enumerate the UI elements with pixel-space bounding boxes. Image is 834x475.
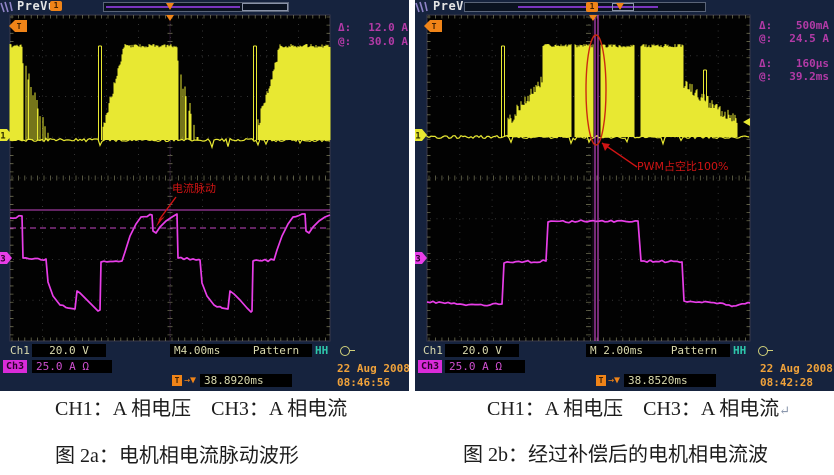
ch1-baseline xyxy=(9,137,331,150)
annotation-pwm-duty: PWM占空比100% xyxy=(637,160,729,173)
annotation-current-ripple: 电流脉动 xyxy=(172,182,216,195)
at-value: 24.5 A xyxy=(789,32,829,45)
cursor-readout-delta-time: Δ: 160µs xyxy=(759,57,829,70)
trigger-channel-chip: 1 xyxy=(50,1,62,11)
trigger-type: Pattern xyxy=(658,344,730,357)
svg-text:1: 1 xyxy=(0,132,5,142)
cursor-readout-delta-amp: Δ: 500mA xyxy=(759,19,829,32)
record-trigger-marker xyxy=(166,3,174,10)
acquisition-status: PreVu xyxy=(433,0,472,13)
date-stamp: 22 Aug 2008 xyxy=(337,362,410,375)
time-stamp: 08:42:28 xyxy=(760,376,813,389)
trigger-channel-chip: 1 xyxy=(586,2,598,12)
timebase: M4.00ms xyxy=(170,344,240,357)
scope-display-left: T 1 3 xyxy=(0,1,331,342)
ch1-scale: 20.0 V xyxy=(32,344,106,357)
ch3-scale: 25.0 A Ω xyxy=(32,360,112,373)
ch3-position-marker: 3 xyxy=(0,252,12,265)
trigger-delay-time: 38.8520ms xyxy=(624,374,716,387)
caption-left-channels: CH1：A 相电压 CH3：A 相电流 xyxy=(55,398,348,420)
cursor-readout-delta: Δ: 12.0 A xyxy=(338,21,408,34)
trigger-level-arrow xyxy=(323,116,330,124)
trigger-level-arrow xyxy=(743,118,750,126)
at-value: 39.2ms xyxy=(789,70,829,83)
ch3-label: Ch3 xyxy=(3,360,28,373)
ch1-position-marker: 1 xyxy=(0,129,12,142)
at-label: @: xyxy=(338,35,352,48)
trigger-point-marker xyxy=(589,15,597,21)
ch1-voltage-trace xyxy=(501,44,738,137)
svg-text:T: T xyxy=(17,22,22,31)
trigger-delay-time: 38.8920ms xyxy=(200,374,292,387)
timebase: M 2.00ms xyxy=(586,344,660,357)
caption-right-channels-text: CH1：A 相电压 CH3：A 相电流 xyxy=(487,398,780,420)
annotation-arrowhead xyxy=(602,143,610,151)
delta-value: 500mA xyxy=(795,19,829,32)
annotation-arrow-line xyxy=(158,196,177,221)
tek-logo xyxy=(0,1,13,13)
acquisition-status: PreVu xyxy=(17,0,56,13)
cursor-readout-at-amp: @: 24.5 A xyxy=(759,32,829,45)
ch1-label: Ch1 xyxy=(10,344,30,357)
date-stamp: 22 Aug 2008 xyxy=(760,362,833,375)
svg-text:T: T xyxy=(432,22,437,31)
trigger-point-marker xyxy=(166,15,174,21)
ch3-current-trace xyxy=(9,213,331,313)
pattern-trigger-icon xyxy=(758,346,773,356)
trigger-type: Pattern xyxy=(240,344,312,357)
ch1-baseline xyxy=(426,134,750,146)
ch3-scale: 25.0 A Ω xyxy=(445,360,525,373)
svg-text:3: 3 xyxy=(415,255,420,265)
ch3-position-marker: 3 xyxy=(415,252,427,265)
tek-logo xyxy=(415,1,428,13)
delta-label: Δ: xyxy=(338,21,352,34)
record-view-bar xyxy=(103,2,289,12)
at-value: 30.0 A xyxy=(368,35,408,48)
trigger-time-icon: T xyxy=(596,375,606,386)
trigger-arrow-glyphs: →▼ xyxy=(184,375,197,386)
ch1-scale: 20.0 V xyxy=(445,344,519,357)
ch1-voltage-trace xyxy=(9,44,331,140)
record-trigger-marker xyxy=(616,3,624,10)
caption-left-figure: 图 2a：电机相电流脉动波形 xyxy=(55,445,299,467)
trigger-flag: T xyxy=(9,20,27,32)
svg-text:1: 1 xyxy=(415,132,420,142)
trigger-position-line xyxy=(592,15,594,341)
ch3-current-trace xyxy=(426,219,751,308)
ch1-label: Ch1 xyxy=(423,344,443,357)
delta-label: Δ: xyxy=(759,19,773,32)
time-stamp: 08:46:56 xyxy=(337,376,390,389)
scope-display-right: T 1 3 xyxy=(415,1,751,342)
trigger-arrow-glyphs: →▼ xyxy=(608,375,621,386)
record-view-bar: 1 xyxy=(464,2,706,12)
grid-dots xyxy=(13,17,326,337)
svg-text:3: 3 xyxy=(0,255,5,265)
trigger-pattern-code: HH xyxy=(733,344,747,357)
annotation-ellipse xyxy=(585,34,607,146)
trigger-pattern-code: HH xyxy=(315,344,329,357)
delta-label: Δ: xyxy=(759,57,773,70)
caption-right-channels: CH1：A 相电压 CH3：A 相电流↵ xyxy=(487,397,790,423)
trigger-position-line xyxy=(169,15,171,341)
delta-value: 12.0 A xyxy=(368,21,408,34)
caption-right-figure: 图 2b：经过补偿后的电机相电流波 xyxy=(463,444,768,466)
record-window-bracket xyxy=(242,3,288,11)
pattern-trigger-icon xyxy=(340,346,355,356)
ch3-label: Ch3 xyxy=(418,360,443,373)
delta-value: 160µs xyxy=(795,57,829,70)
ch1-position-marker: 1 xyxy=(415,129,427,142)
cursor-readout-at: @: 30.0 A xyxy=(338,35,408,48)
trigger-time-icon: T xyxy=(172,375,182,386)
trigger-flag: T xyxy=(424,20,442,32)
annotation-arrowhead xyxy=(156,216,165,227)
at-label: @: xyxy=(759,32,773,45)
oscilloscope-screenshot-left: T 1 3 PreVu 1 Δ: 12.0 A @: 30.0 A 电流脉动 Ch1… xyxy=(0,0,410,391)
paragraph-return-mark: ↵ xyxy=(779,403,791,418)
at-label: @: xyxy=(759,70,773,83)
cursor-readout-at-time: @: 39.2ms xyxy=(759,70,829,83)
